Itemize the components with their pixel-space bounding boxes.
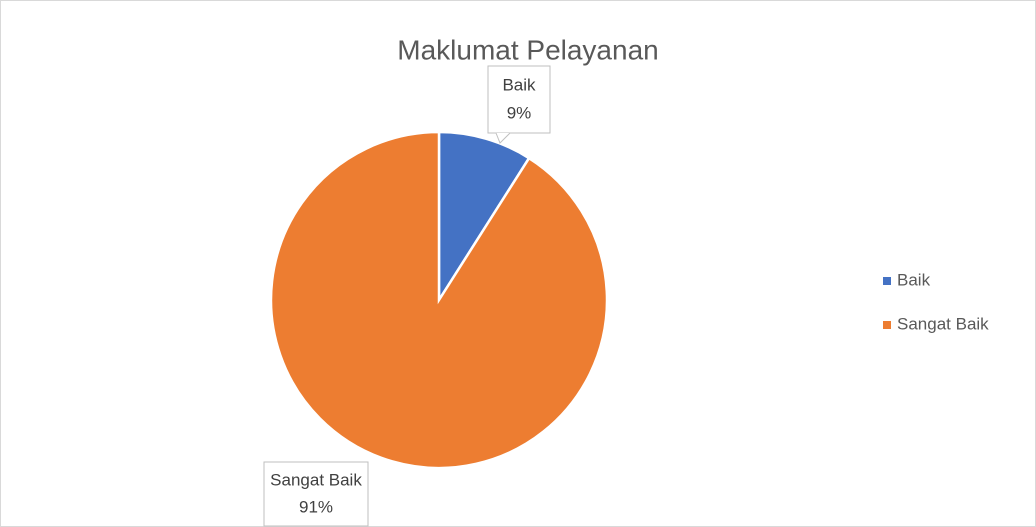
data-label-name: Sangat Baik: [270, 471, 362, 490]
legend-swatch: [883, 277, 891, 285]
data-label-box: [263, 461, 369, 527]
data-label-value: 91%: [299, 498, 333, 517]
data-label-value: 9%: [507, 104, 532, 123]
legend-label: Sangat Baik: [897, 314, 989, 333]
data-label-pointer: [495, 132, 511, 144]
pie-slice: [269, 130, 609, 470]
data-label-name: Baik: [502, 76, 536, 95]
data-label-box: [487, 65, 551, 134]
legend-swatch: [883, 321, 891, 329]
pie-slice: [437, 130, 531, 305]
legend-label: Baik: [897, 270, 931, 289]
chart-title: Maklumat Pelayanan: [397, 34, 658, 65]
